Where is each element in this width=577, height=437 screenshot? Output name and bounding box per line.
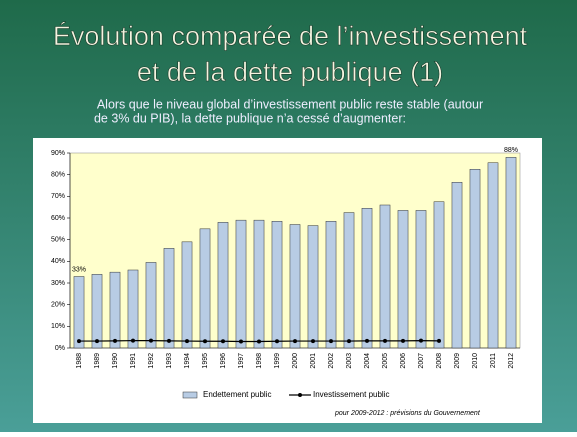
line-point [149,338,153,343]
subtitle-line: de 3% du PIB), la dette publique n’a ces… [94,111,406,125]
y-tick-label: 0% [55,345,65,352]
bar [73,276,85,349]
x-tick-label: 1993 [166,353,173,369]
line-point [239,339,243,344]
bar [325,221,337,349]
legend-swatch [182,391,198,399]
y-tick-label: 80% [51,172,65,179]
line-point [131,338,135,343]
line-point [401,338,405,343]
bar [469,169,481,349]
legend-label: Investissement public [313,390,389,399]
line-point [437,338,441,343]
line-point [221,339,225,344]
title-line: et de la dette publique (1) [137,57,443,87]
x-tick-label: 2010 [472,353,479,369]
x-tick-label: 1991 [130,353,137,369]
data-label: 88% [504,147,518,154]
x-tick-label: 1996 [220,353,227,369]
y-tick-label: 40% [51,258,65,265]
y-tick-label: 70% [51,193,65,200]
bar [271,221,283,349]
y-tick-label: 50% [51,237,65,244]
line-point [167,338,171,343]
bar [199,228,211,349]
x-tick-label: 1990 [112,353,119,369]
x-tick-label: 2011 [490,353,497,368]
x-tick-label: 1992 [148,353,155,369]
legend-label: Endettement public [203,390,272,399]
x-tick-label: 1988 [76,353,83,369]
bar [505,157,517,349]
line-point [419,338,423,343]
bar [361,208,373,349]
x-tick-label: 2006 [400,353,407,369]
line-point [95,339,99,344]
bar [379,204,391,349]
x-tick-label: 2005 [382,353,389,369]
x-tick-label: 2009 [454,353,461,369]
line-point [113,338,117,343]
bar [343,212,355,349]
y-tick-label: 20% [51,302,65,309]
bar [253,219,265,349]
x-tick-label: 2000 [292,353,299,369]
bar [451,182,463,349]
line-point [329,339,333,344]
data-label: 33% [72,266,86,273]
line-point [293,339,297,344]
y-tick-label: 10% [51,323,65,330]
title-line: Évolution comparée de l’investissement [53,21,528,51]
bar [145,262,157,349]
bar [433,201,445,349]
line-point [185,339,189,344]
bar [91,274,103,349]
footnote: pour 2009-2012 : prévisions du Gouvernem… [334,410,481,417]
line-point [275,339,279,344]
bar [289,224,301,349]
x-tick-label: 2004 [364,353,371,369]
bar [181,241,193,349]
bar [235,219,247,349]
marks: 0% 10% 20% 30% 40% 50% 60% 70% 80% 90% 1988 1989 199… [51,147,520,399]
x-tick-label: 2007 [418,353,425,369]
x-tick-label: 1997 [238,353,245,369]
y-tick-label: 30% [51,280,65,287]
x-tick-label: 2002 [328,353,335,369]
bar [397,210,409,349]
bar [217,222,229,349]
subtitle-line: Alors que le niveau global d’investissem… [97,97,483,111]
line-point [365,338,369,343]
x-tick-label: 2008 [436,353,443,369]
x-tick-label: 2012 [508,353,515,369]
x-tick-label: 1994 [184,353,191,369]
x-tick-label: 1989 [94,353,101,369]
x-tick-label: 1998 [256,353,263,369]
line-point [347,339,351,344]
line-point [257,339,261,344]
bar [163,248,175,349]
y-tick-label: 90% [51,150,65,157]
bar [127,269,139,349]
line-point [77,339,81,344]
line-point [383,338,387,343]
x-tick-label: 1995 [202,353,209,369]
bar [415,210,427,349]
bar [109,271,121,349]
x-tick-label: 1999 [274,353,281,369]
x-tick-label: 2001 [310,353,317,369]
bar [487,162,499,349]
x-tick-label: 2003 [346,353,353,369]
bar [307,225,319,349]
line-point [203,339,207,344]
line-point [311,339,315,344]
y-tick-label: 60% [51,215,65,222]
legend-swatch [298,393,302,397]
